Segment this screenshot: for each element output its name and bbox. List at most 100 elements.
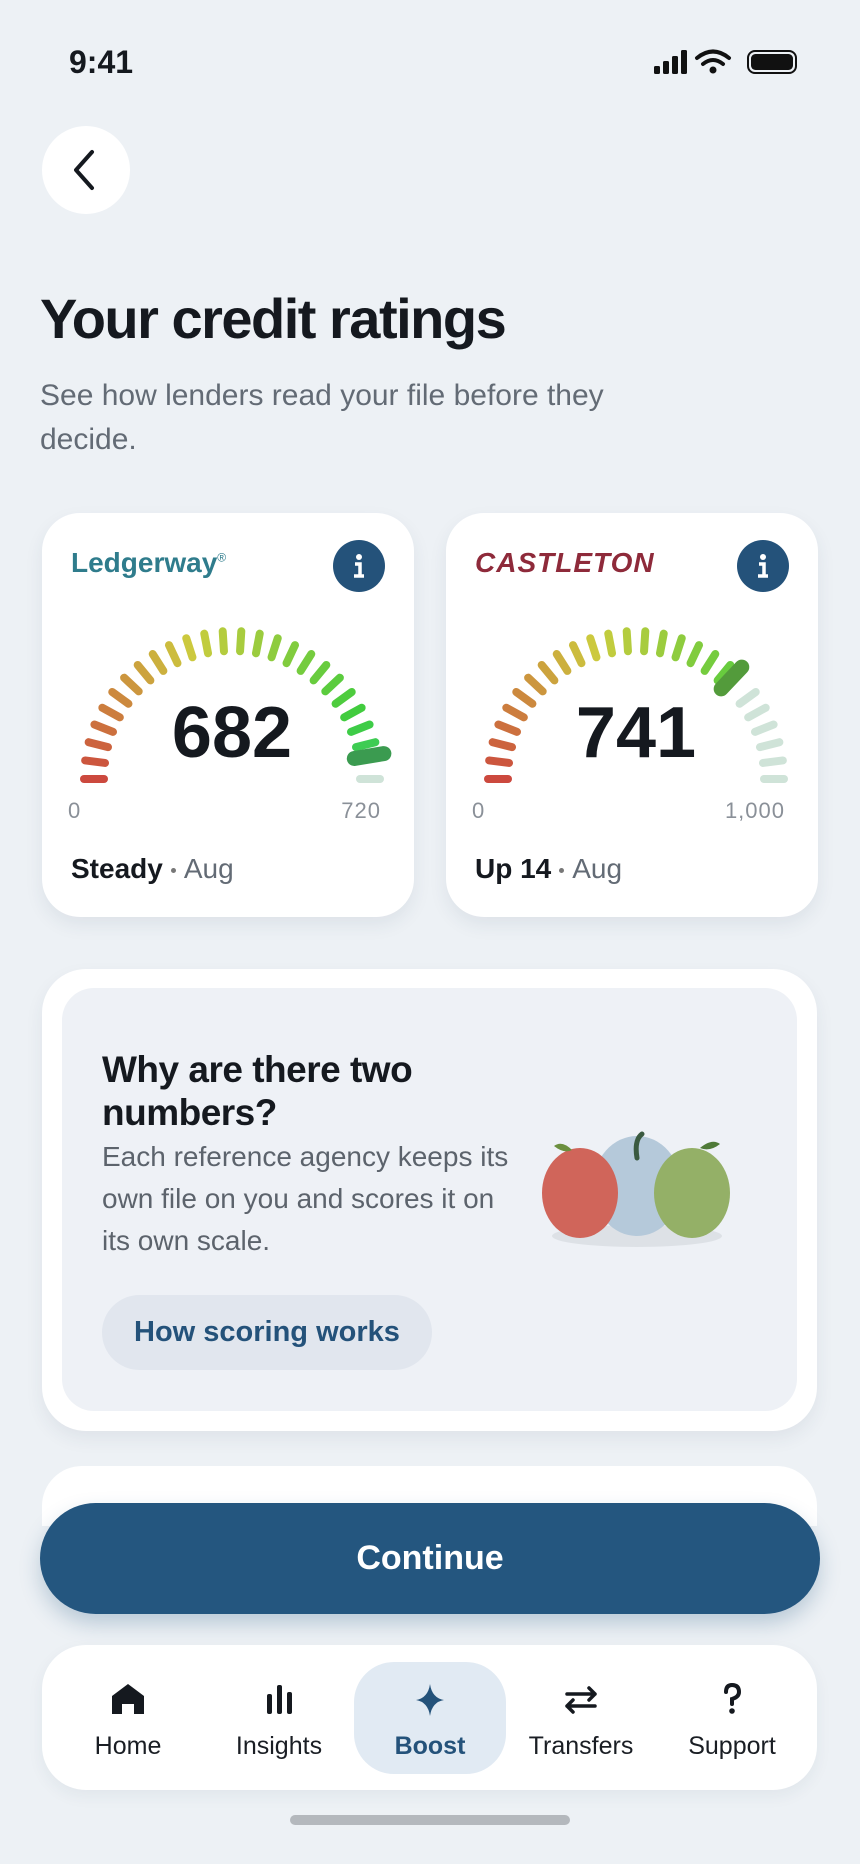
info-body: Each reference agency keeps its own file…: [102, 1141, 509, 1256]
page-title: Your credit ratings: [40, 287, 507, 350]
gauge-segment: [485, 756, 514, 767]
score: 682: [172, 693, 292, 773]
gauge-segment: [148, 650, 168, 675]
tab-bar: Home Insights Boost Transfers Support: [42, 1645, 817, 1790]
gauge-segment: [120, 673, 143, 696]
gauge-segment: [296, 650, 316, 675]
gauge-segment: [755, 738, 784, 752]
tab-icon: [416, 1684, 444, 1716]
gauge-segment: [494, 720, 521, 736]
gauge-segment: [524, 673, 547, 696]
tab-icon-part: [729, 1708, 735, 1714]
tab[interactable]: Support: [656, 1662, 808, 1774]
scale-label: 0: [472, 798, 485, 823]
rating-card: CASTLETON 741 0 1,000 Up 14 Aug: [446, 513, 818, 917]
gauge-segment: [351, 738, 380, 752]
gauge-segment: [622, 627, 632, 656]
tab-label: Home: [94, 1732, 162, 1760]
tab-icon-part: [112, 1684, 144, 1714]
home-indicator: [290, 1815, 570, 1825]
info-panel: Why are there two numbers? Each referenc…: [62, 988, 797, 1411]
info-glyph: [760, 554, 766, 560]
scale-label: 720: [341, 798, 381, 823]
gauge-segment: [552, 650, 572, 675]
gauge-segment: [758, 756, 787, 767]
tab-icon-part: [277, 1685, 282, 1714]
gauge-segment: [164, 641, 182, 668]
gauge-segment: [512, 688, 537, 708]
trend: Steady Aug: [71, 853, 234, 885]
gauge-segment: [98, 703, 124, 722]
gauge-segment: [537, 660, 559, 685]
tab-icon-part: [267, 1694, 272, 1714]
gauge-segment: [751, 720, 778, 736]
tab[interactable]: Insights: [203, 1662, 355, 1774]
gauge-segment: [347, 720, 374, 736]
gauge-value: [713, 659, 750, 697]
tab-label: Boost: [394, 1732, 466, 1760]
tab-label: Support: [688, 1732, 776, 1760]
info-card: Why are there two numbers? Each referenc…: [42, 969, 817, 1431]
tab-icon: [724, 1682, 742, 1714]
gauge-segment: [236, 627, 246, 656]
tab-icon: [112, 1684, 144, 1714]
info-glyph: [758, 562, 768, 578]
gauge-segment: [108, 688, 133, 708]
period: Aug: [572, 853, 623, 884]
gauge-segment: [671, 634, 686, 662]
illustration: [542, 1131, 730, 1247]
info-link[interactable]: How scoring works: [102, 1295, 432, 1370]
gauge-segment: [321, 673, 344, 696]
tab-icon: [267, 1685, 292, 1714]
tab-label: Insights: [235, 1732, 323, 1760]
continue-button[interactable]: Continue: [40, 1503, 820, 1614]
gauge-segment: [331, 688, 356, 708]
gauge-segment: [282, 641, 300, 668]
back-icon: [74, 150, 94, 190]
gauge-segment: [309, 660, 331, 685]
agency-logo: Ledgerway®: [71, 547, 226, 579]
info-glyph: [354, 562, 364, 578]
score: 741: [576, 693, 696, 773]
rating-card: Ledgerway® 682 0 720 Steady Aug: [42, 513, 414, 917]
gauge-segment: [686, 641, 704, 668]
gauge-segment: [81, 756, 110, 767]
separator: [559, 868, 565, 874]
tab-icon-part: [724, 1682, 742, 1706]
agency-name: Ledgerway: [71, 547, 218, 578]
period: Aug: [183, 853, 234, 884]
gauge-segment: [744, 703, 770, 722]
gauge-segment: [218, 627, 228, 656]
tab-icon-part: [416, 1684, 444, 1716]
gauge-segment: [84, 738, 113, 752]
gauge-value: [346, 746, 392, 767]
separator: [170, 868, 176, 874]
gauge-segment: [700, 650, 720, 675]
status-time: 9:41: [69, 44, 134, 80]
info-button[interactable]: [737, 540, 789, 592]
agency-mark: ®: [217, 550, 227, 565]
gauge-segment: [604, 629, 617, 658]
tab[interactable]: Boost: [354, 1662, 506, 1774]
agency-name: CASTLETON: [475, 547, 655, 578]
tab-icon: [565, 1686, 597, 1714]
gauge-segment: [340, 703, 366, 722]
tab-icon-part: [287, 1692, 292, 1714]
trend: Up 14 Aug: [475, 853, 622, 885]
gauge-segment: [502, 703, 528, 722]
gauge-segment: [267, 634, 282, 662]
agency-logo: CASTLETON: [475, 547, 655, 579]
gauge-segment: [640, 627, 650, 656]
tab-label: Transfers: [528, 1732, 634, 1760]
tab[interactable]: Transfers: [505, 1662, 657, 1774]
scale-label: 1,000: [725, 798, 785, 823]
page-subtitle: See how lenders read your file before th…: [40, 379, 604, 456]
info-button[interactable]: [333, 540, 385, 592]
tab[interactable]: Home: [52, 1662, 204, 1774]
gauge-segment: [90, 720, 117, 736]
gauge-segment: [568, 641, 586, 668]
back-button[interactable]: [42, 126, 130, 214]
trend-label: Steady: [71, 853, 163, 884]
gauge-segment: [182, 634, 197, 662]
